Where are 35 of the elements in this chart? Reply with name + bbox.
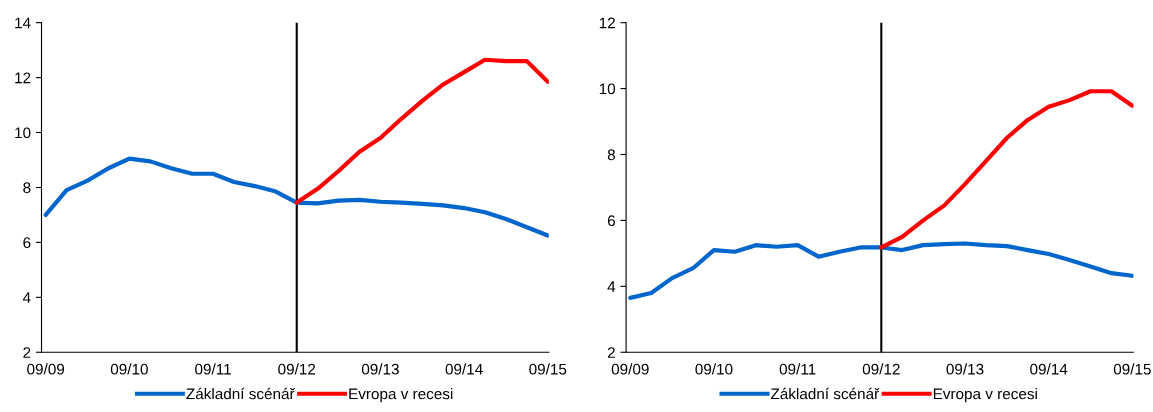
y-tick-label: 6 (607, 215, 615, 227)
x-tick-label: 09/10 (695, 363, 733, 375)
x-tick-label: 09/14 (445, 363, 483, 375)
legend-label: Evropa v recesi (349, 388, 453, 403)
y-tick-label: 8 (607, 149, 615, 161)
x-tick-label: 09/11 (779, 363, 816, 375)
legend-label: Základní scénář (770, 387, 880, 400)
x-tick-label: 09/13 (361, 363, 399, 375)
legend-label: Základní scénář (186, 387, 295, 400)
line-series (628, 241, 1134, 300)
x-tick-label: 09/14 (1030, 363, 1068, 375)
y-tick-label: 12 (15, 72, 31, 84)
line-series (43, 156, 549, 238)
y-tick-label: 10 (599, 83, 616, 95)
y-tick-label: 6 (23, 237, 31, 249)
x-tick-label: 09/09 (27, 363, 65, 375)
x-tick-label: 09/13 (946, 363, 984, 375)
x-tick-label: 09/10 (110, 363, 148, 375)
x-tick-label: 09/09 (611, 363, 649, 375)
line-series (879, 89, 1134, 250)
y-tick-label: 2 (23, 347, 31, 358)
x-tick-label: 09/15 (529, 363, 567, 375)
y-tick-label: 4 (607, 281, 616, 292)
y-tick-label: 8 (23, 182, 31, 194)
y-tick-label: 4 (22, 292, 31, 303)
line-series (294, 57, 549, 205)
y-tick-label: 14 (15, 17, 31, 29)
x-tick-label: 09/15 (1113, 363, 1151, 375)
y-tick-label: 10 (15, 127, 31, 139)
x-tick-label: 09/12 (862, 363, 900, 375)
x-tick-label: 09/12 (278, 363, 316, 375)
legend-label: Evropa v recesi (933, 388, 1037, 403)
y-tick-label: 2 (607, 347, 615, 358)
x-tick-label: 09/11 (195, 363, 231, 375)
y-tick-label: 12 (599, 17, 615, 29)
